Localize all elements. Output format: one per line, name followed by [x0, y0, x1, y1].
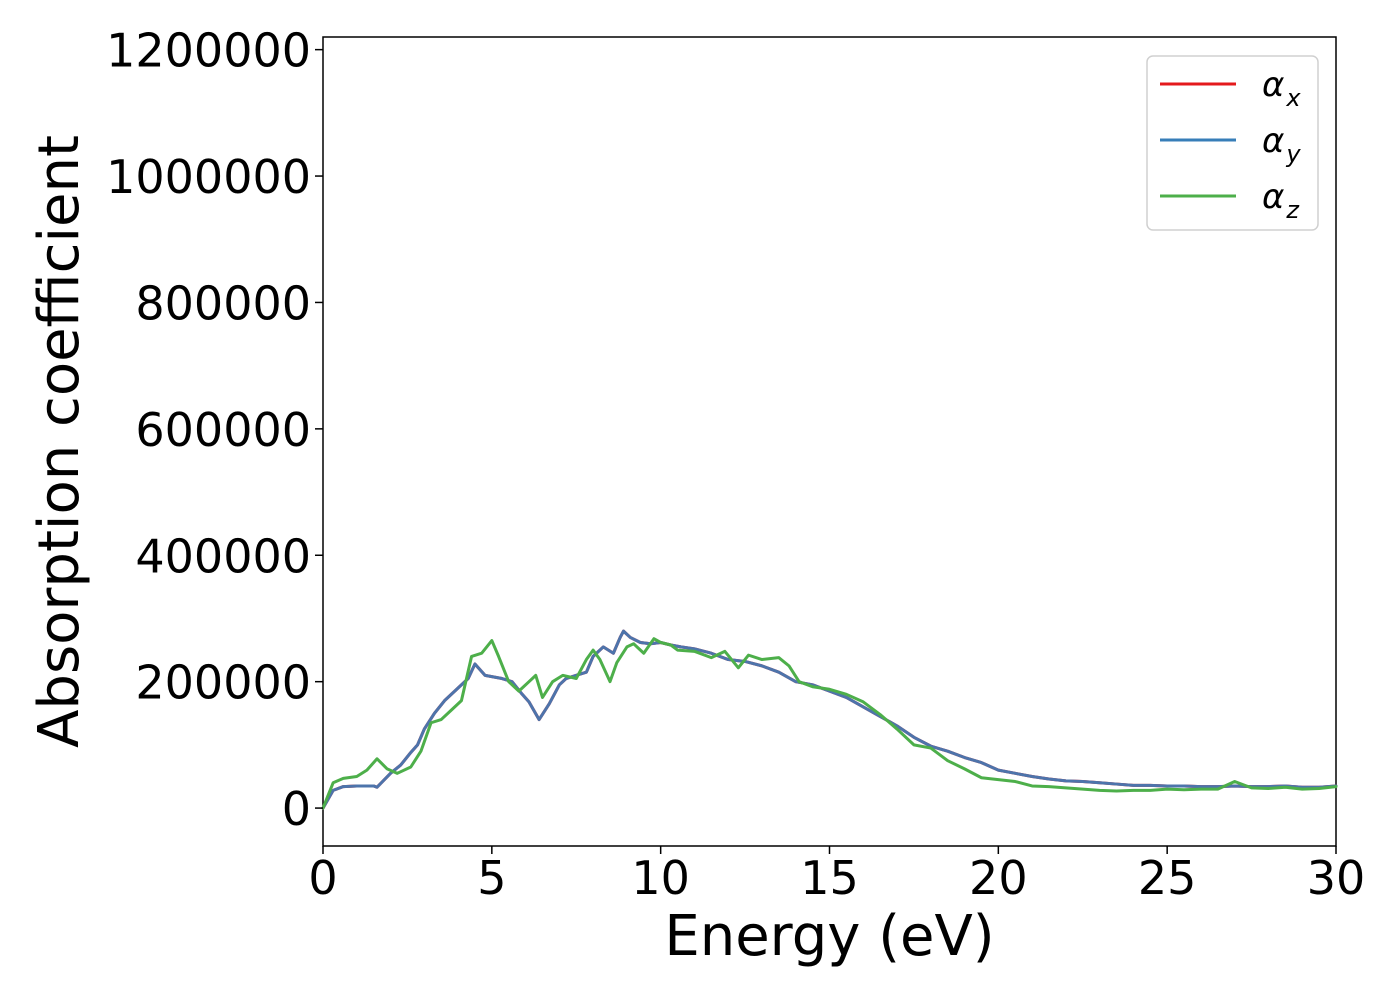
series-layer — [321, 629, 1338, 810]
x-tick-label-5: 25 — [1138, 851, 1197, 905]
y-tick-label-6: 1200000 — [106, 24, 311, 78]
x-tick-label-0: 0 — [308, 851, 337, 905]
y-tick-label-2: 400000 — [135, 529, 311, 583]
series-line-1 — [321, 629, 1338, 810]
y-tick-label-4: 800000 — [135, 276, 311, 330]
legend-label-sub-1: y — [1285, 140, 1301, 168]
legend-label-1: αy — [1262, 121, 1301, 168]
x-tick-label-2: 10 — [631, 851, 690, 905]
x-tick-label-3: 15 — [800, 851, 859, 905]
x-tick-label-1: 5 — [477, 851, 506, 905]
y-axis-title: Absorption coefficient — [27, 135, 92, 748]
x-tick-label-6: 30 — [1307, 851, 1366, 905]
legend-label-0: αx — [1262, 65, 1301, 112]
legend-label-2: αz — [1262, 177, 1300, 224]
series-line-2 — [321, 637, 1338, 810]
y-tick-label-1: 200000 — [135, 656, 311, 710]
x-axis-title: Energy (eV) — [664, 904, 994, 969]
x-tick-label-4: 20 — [969, 851, 1028, 905]
legend-label-base-0: α — [1262, 65, 1284, 105]
y-tick-label-3: 600000 — [135, 403, 311, 457]
legend-label-base-1: α — [1262, 121, 1284, 161]
y-tick-label-5: 1000000 — [106, 150, 311, 204]
legend-label-sub-2: z — [1285, 196, 1300, 224]
legend-label-base-2: α — [1262, 177, 1284, 217]
y-tick-label-0: 0 — [282, 782, 311, 836]
legend-box — [1146, 55, 1319, 231]
axes-layer: 0 5 10 15 20 25 30 0 200000 400000 600000 800000 100… — [27, 24, 1365, 969]
legend-label-sub-0: x — [1285, 84, 1301, 112]
